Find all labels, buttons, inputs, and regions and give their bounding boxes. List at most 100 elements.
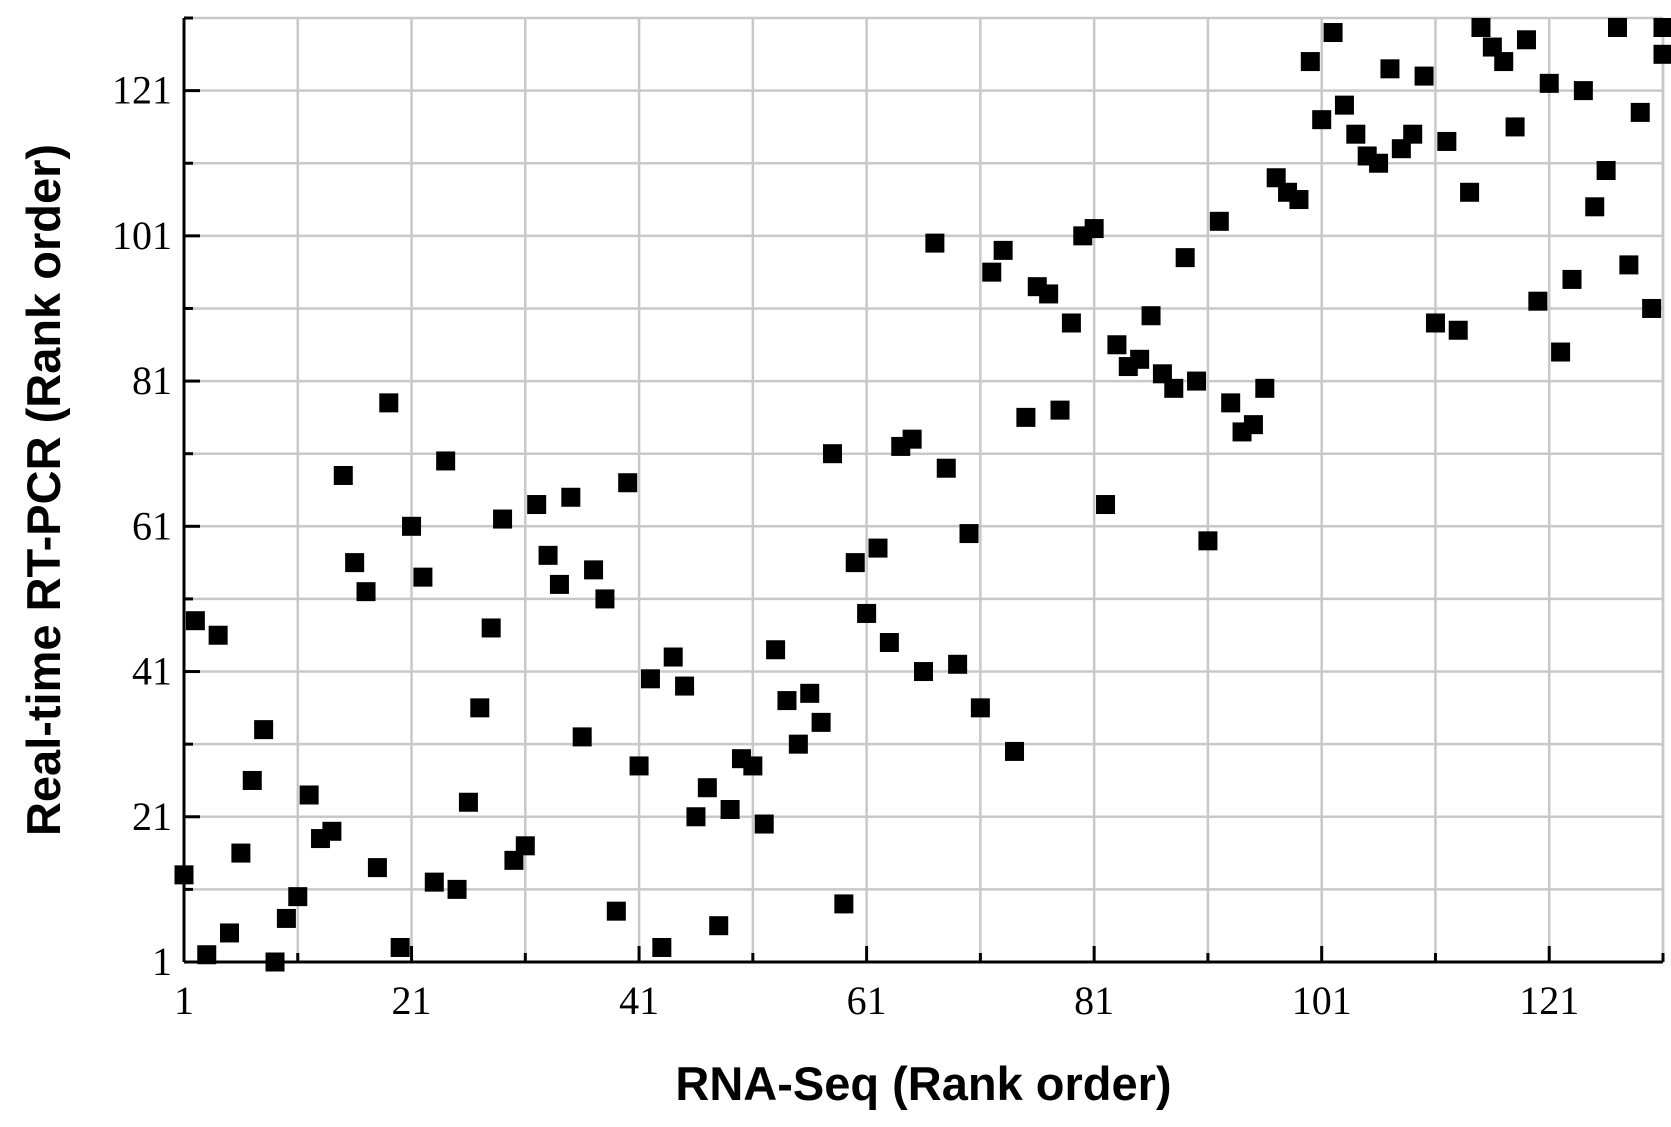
- data-point: [242, 770, 262, 790]
- data-point: [743, 756, 763, 776]
- data-point: [618, 473, 638, 493]
- data-point: [1039, 284, 1059, 304]
- data-point: [1096, 495, 1116, 515]
- data-point: [1460, 182, 1480, 202]
- data-point: [879, 632, 899, 652]
- data-point: [606, 901, 626, 921]
- y-tick-label: 1: [152, 939, 172, 984]
- data-point: [1289, 190, 1309, 210]
- data-point: [834, 894, 854, 914]
- data-point: [777, 691, 797, 711]
- data-point: [1653, 44, 1671, 64]
- data-point: [1016, 407, 1036, 427]
- data-point: [493, 509, 513, 529]
- data-point: [857, 603, 877, 623]
- data-point: [1414, 66, 1434, 86]
- data-point: [1437, 131, 1457, 151]
- data-point: [276, 908, 296, 928]
- data-point: [914, 662, 933, 682]
- axis-ticks: [182, 16, 1665, 964]
- data-point: [436, 451, 456, 471]
- data-point: [447, 879, 467, 899]
- data-point: [424, 872, 444, 892]
- data-point: [1198, 531, 1218, 551]
- data-point: [390, 937, 410, 957]
- data-point: [766, 640, 786, 660]
- data-point: [1084, 219, 1104, 239]
- data-point: [345, 553, 365, 573]
- x-tick-label: 41: [619, 978, 659, 1023]
- data-point: [1471, 18, 1491, 37]
- data-point: [1164, 378, 1184, 398]
- data-point: [265, 952, 285, 972]
- data-point: [1403, 124, 1423, 144]
- data-point: [1187, 371, 1207, 391]
- axes: [182, 18, 1663, 964]
- data-point: [1312, 110, 1332, 130]
- x-axis-title: RNA-Seq (Rank order): [675, 1057, 1171, 1110]
- data-point: [1266, 168, 1286, 188]
- data-point: [800, 683, 820, 703]
- data-point: [1175, 248, 1195, 268]
- data-point: [1050, 400, 1070, 420]
- data-point: [1516, 30, 1536, 50]
- data-point: [788, 734, 808, 754]
- data-point: [629, 756, 649, 776]
- data-point: [686, 807, 706, 827]
- x-tick-label: 121: [1519, 978, 1579, 1023]
- data-point: [1061, 313, 1081, 333]
- data-point: [1482, 37, 1502, 57]
- data-point: [1448, 320, 1468, 340]
- data-point: [1539, 73, 1559, 93]
- data-point: [1152, 364, 1172, 384]
- data-point: [379, 393, 399, 413]
- x-tick-label: 101: [1292, 978, 1352, 1023]
- data-point: [663, 647, 683, 667]
- data-point: [1528, 291, 1548, 311]
- data-point: [595, 589, 615, 609]
- data-point: [902, 429, 922, 449]
- data-point: [959, 524, 979, 544]
- data-point: [1653, 18, 1671, 37]
- data-point: [1642, 298, 1662, 318]
- x-tick-label: 81: [1074, 978, 1114, 1023]
- data-point: [970, 698, 990, 718]
- data-point: [1243, 415, 1263, 435]
- data-point: [402, 516, 422, 536]
- data-point: [288, 887, 308, 907]
- data-point: [1573, 81, 1593, 101]
- data-point: [515, 836, 535, 856]
- data-point: [1630, 102, 1650, 122]
- data-point: [1141, 306, 1161, 326]
- data-point: [1369, 153, 1389, 173]
- data-point: [925, 233, 945, 253]
- data-point: [1323, 23, 1343, 43]
- data-point: [845, 553, 865, 573]
- data-point: [993, 240, 1013, 260]
- data-point: [754, 814, 774, 834]
- y-tick-label: 81: [132, 358, 172, 403]
- data-point: [1391, 139, 1411, 159]
- y-tick-label: 41: [132, 649, 172, 694]
- data-point: [322, 821, 342, 841]
- data-point: [174, 865, 194, 885]
- y-tick-label: 21: [132, 794, 172, 839]
- data-point: [1596, 160, 1616, 180]
- data-point: [356, 582, 376, 602]
- data-point: [470, 698, 490, 718]
- data-point: [652, 937, 672, 957]
- data-point: [527, 495, 547, 515]
- data-point: [982, 262, 1002, 282]
- data-point: [572, 727, 592, 747]
- x-tick-label: 61: [847, 978, 887, 1023]
- data-point: [1619, 255, 1639, 275]
- data-point: [299, 785, 319, 805]
- data-point: [1505, 117, 1525, 137]
- grid-lines: [182, 16, 1665, 964]
- data-point: [811, 712, 831, 732]
- data-point: [1585, 197, 1605, 217]
- data-point: [697, 778, 717, 798]
- data-point: [413, 567, 433, 587]
